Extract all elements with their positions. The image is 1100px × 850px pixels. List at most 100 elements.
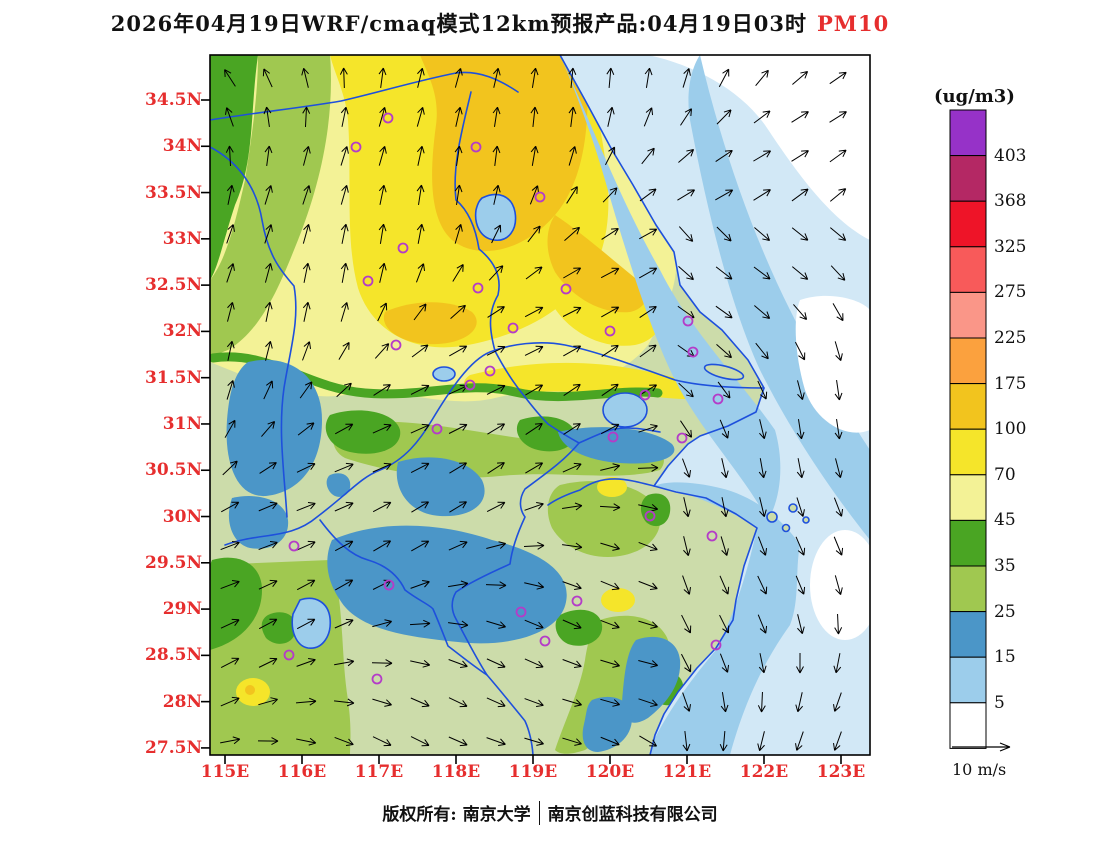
colorbar-cell — [949, 474, 987, 521]
wind-arrow — [302, 185, 311, 205]
wind-arrow — [791, 150, 809, 162]
wind-arrow — [334, 618, 354, 629]
station-marker — [706, 530, 718, 542]
wind-arrow — [226, 224, 235, 244]
lon-label: 118E — [431, 762, 481, 782]
wind-arrow — [639, 344, 657, 358]
wind-arrow — [486, 501, 506, 513]
wind-arrow — [754, 305, 771, 319]
wind-arrow — [416, 145, 425, 166]
axis-ticks — [201, 99, 842, 764]
wind-arrow — [683, 497, 691, 518]
lon-label: 119E — [508, 762, 558, 782]
lat-label: 32.5N — [145, 275, 202, 296]
station-marker — [382, 112, 394, 124]
wind-arrow — [371, 659, 393, 668]
station-marker — [472, 282, 484, 294]
lat-label: 34.5N — [145, 90, 202, 110]
lat-label: 30N — [162, 506, 202, 527]
wind-arrow — [409, 619, 431, 628]
wind-arrow — [524, 306, 544, 318]
colorbar-tick-label: 175 — [994, 373, 1027, 394]
station-marker — [371, 673, 383, 685]
wind-arrow — [524, 619, 544, 630]
wind-arrow — [719, 614, 730, 634]
wind-arrow — [378, 146, 387, 166]
wind-arrow — [682, 692, 691, 712]
wind-arrow — [492, 184, 501, 205]
wind-arrow — [638, 620, 658, 629]
wind-arrow — [452, 264, 464, 282]
wind-arrow — [454, 68, 463, 88]
wind-arrow — [638, 580, 658, 591]
wind-arrow — [566, 186, 578, 204]
wind-arrow — [796, 419, 805, 440]
station-marker — [288, 540, 300, 552]
wind-arrow — [262, 68, 273, 88]
wind-arrow — [717, 381, 731, 399]
lat-label: 28.5N — [145, 645, 202, 666]
wind-arrow — [678, 382, 694, 398]
wind-arrow — [416, 107, 425, 127]
lat-label: 31.5N — [145, 367, 202, 388]
wind-arrow — [265, 340, 273, 361]
page-title: 2026年04月19日WRF/cmaq模式12km预报产品:04月19日03时 P… — [0, 8, 1000, 38]
station-marker — [390, 339, 402, 351]
wind-arrow — [258, 697, 278, 706]
wind-arrow — [562, 581, 582, 590]
wind-arrow — [258, 657, 278, 668]
wind-arrow — [296, 540, 316, 551]
wind-arrow — [568, 106, 577, 127]
wind-arrow — [678, 148, 695, 163]
station-marker — [534, 191, 546, 203]
lake-chaohu — [432, 366, 456, 382]
wind-arrow — [792, 71, 809, 85]
title-species: PM10 — [816, 11, 890, 36]
coastline — [559, 55, 765, 755]
wind-arrow — [220, 696, 240, 707]
wind-arrow — [299, 381, 313, 399]
wind-arrow — [682, 68, 691, 88]
wind-arrow — [334, 698, 355, 707]
wind-arrow — [525, 462, 544, 474]
wind-arrow — [449, 345, 468, 357]
wind-arrow — [448, 697, 468, 708]
wind-arrow — [225, 107, 234, 127]
colorbar-cell — [949, 291, 987, 339]
wind-arrow — [833, 497, 844, 517]
colorbar-tick-label: 368 — [994, 191, 1027, 212]
wind-arrow — [454, 224, 463, 244]
wind-arrow — [638, 541, 658, 552]
wind-arrow — [524, 698, 544, 707]
station-marker — [539, 635, 551, 647]
wind-arrow — [753, 110, 771, 124]
lon-label: 121E — [662, 762, 712, 782]
wind-arrow — [448, 620, 469, 629]
wind-arrow — [562, 502, 583, 511]
wind-arrow — [715, 189, 734, 201]
wind-arrow — [378, 184, 387, 205]
map-frame — [209, 54, 871, 756]
wind-arrow — [220, 618, 240, 629]
wind-arrow — [530, 106, 539, 127]
wind-arrow — [296, 658, 316, 667]
wind-arrow — [834, 613, 843, 635]
wind-arrow — [335, 579, 354, 591]
wind-arrow — [834, 341, 843, 361]
colorbar-tick-label: 45 — [994, 510, 1016, 531]
wind-arrow — [225, 145, 234, 167]
wind-arrow — [834, 380, 843, 401]
wind-arrow — [568, 146, 577, 166]
wind-vector-layer — [220, 67, 847, 752]
wind-arrow — [644, 67, 653, 88]
station-marker — [484, 365, 496, 377]
wind-arrow — [410, 423, 430, 434]
wind-arrow — [264, 145, 273, 166]
wind-arrow — [448, 580, 469, 589]
wind-arrow — [295, 697, 317, 706]
station-marker — [515, 606, 527, 618]
wind-arrow — [264, 224, 273, 244]
wind-arrow — [757, 731, 765, 752]
lat-label: 28N — [162, 691, 202, 712]
